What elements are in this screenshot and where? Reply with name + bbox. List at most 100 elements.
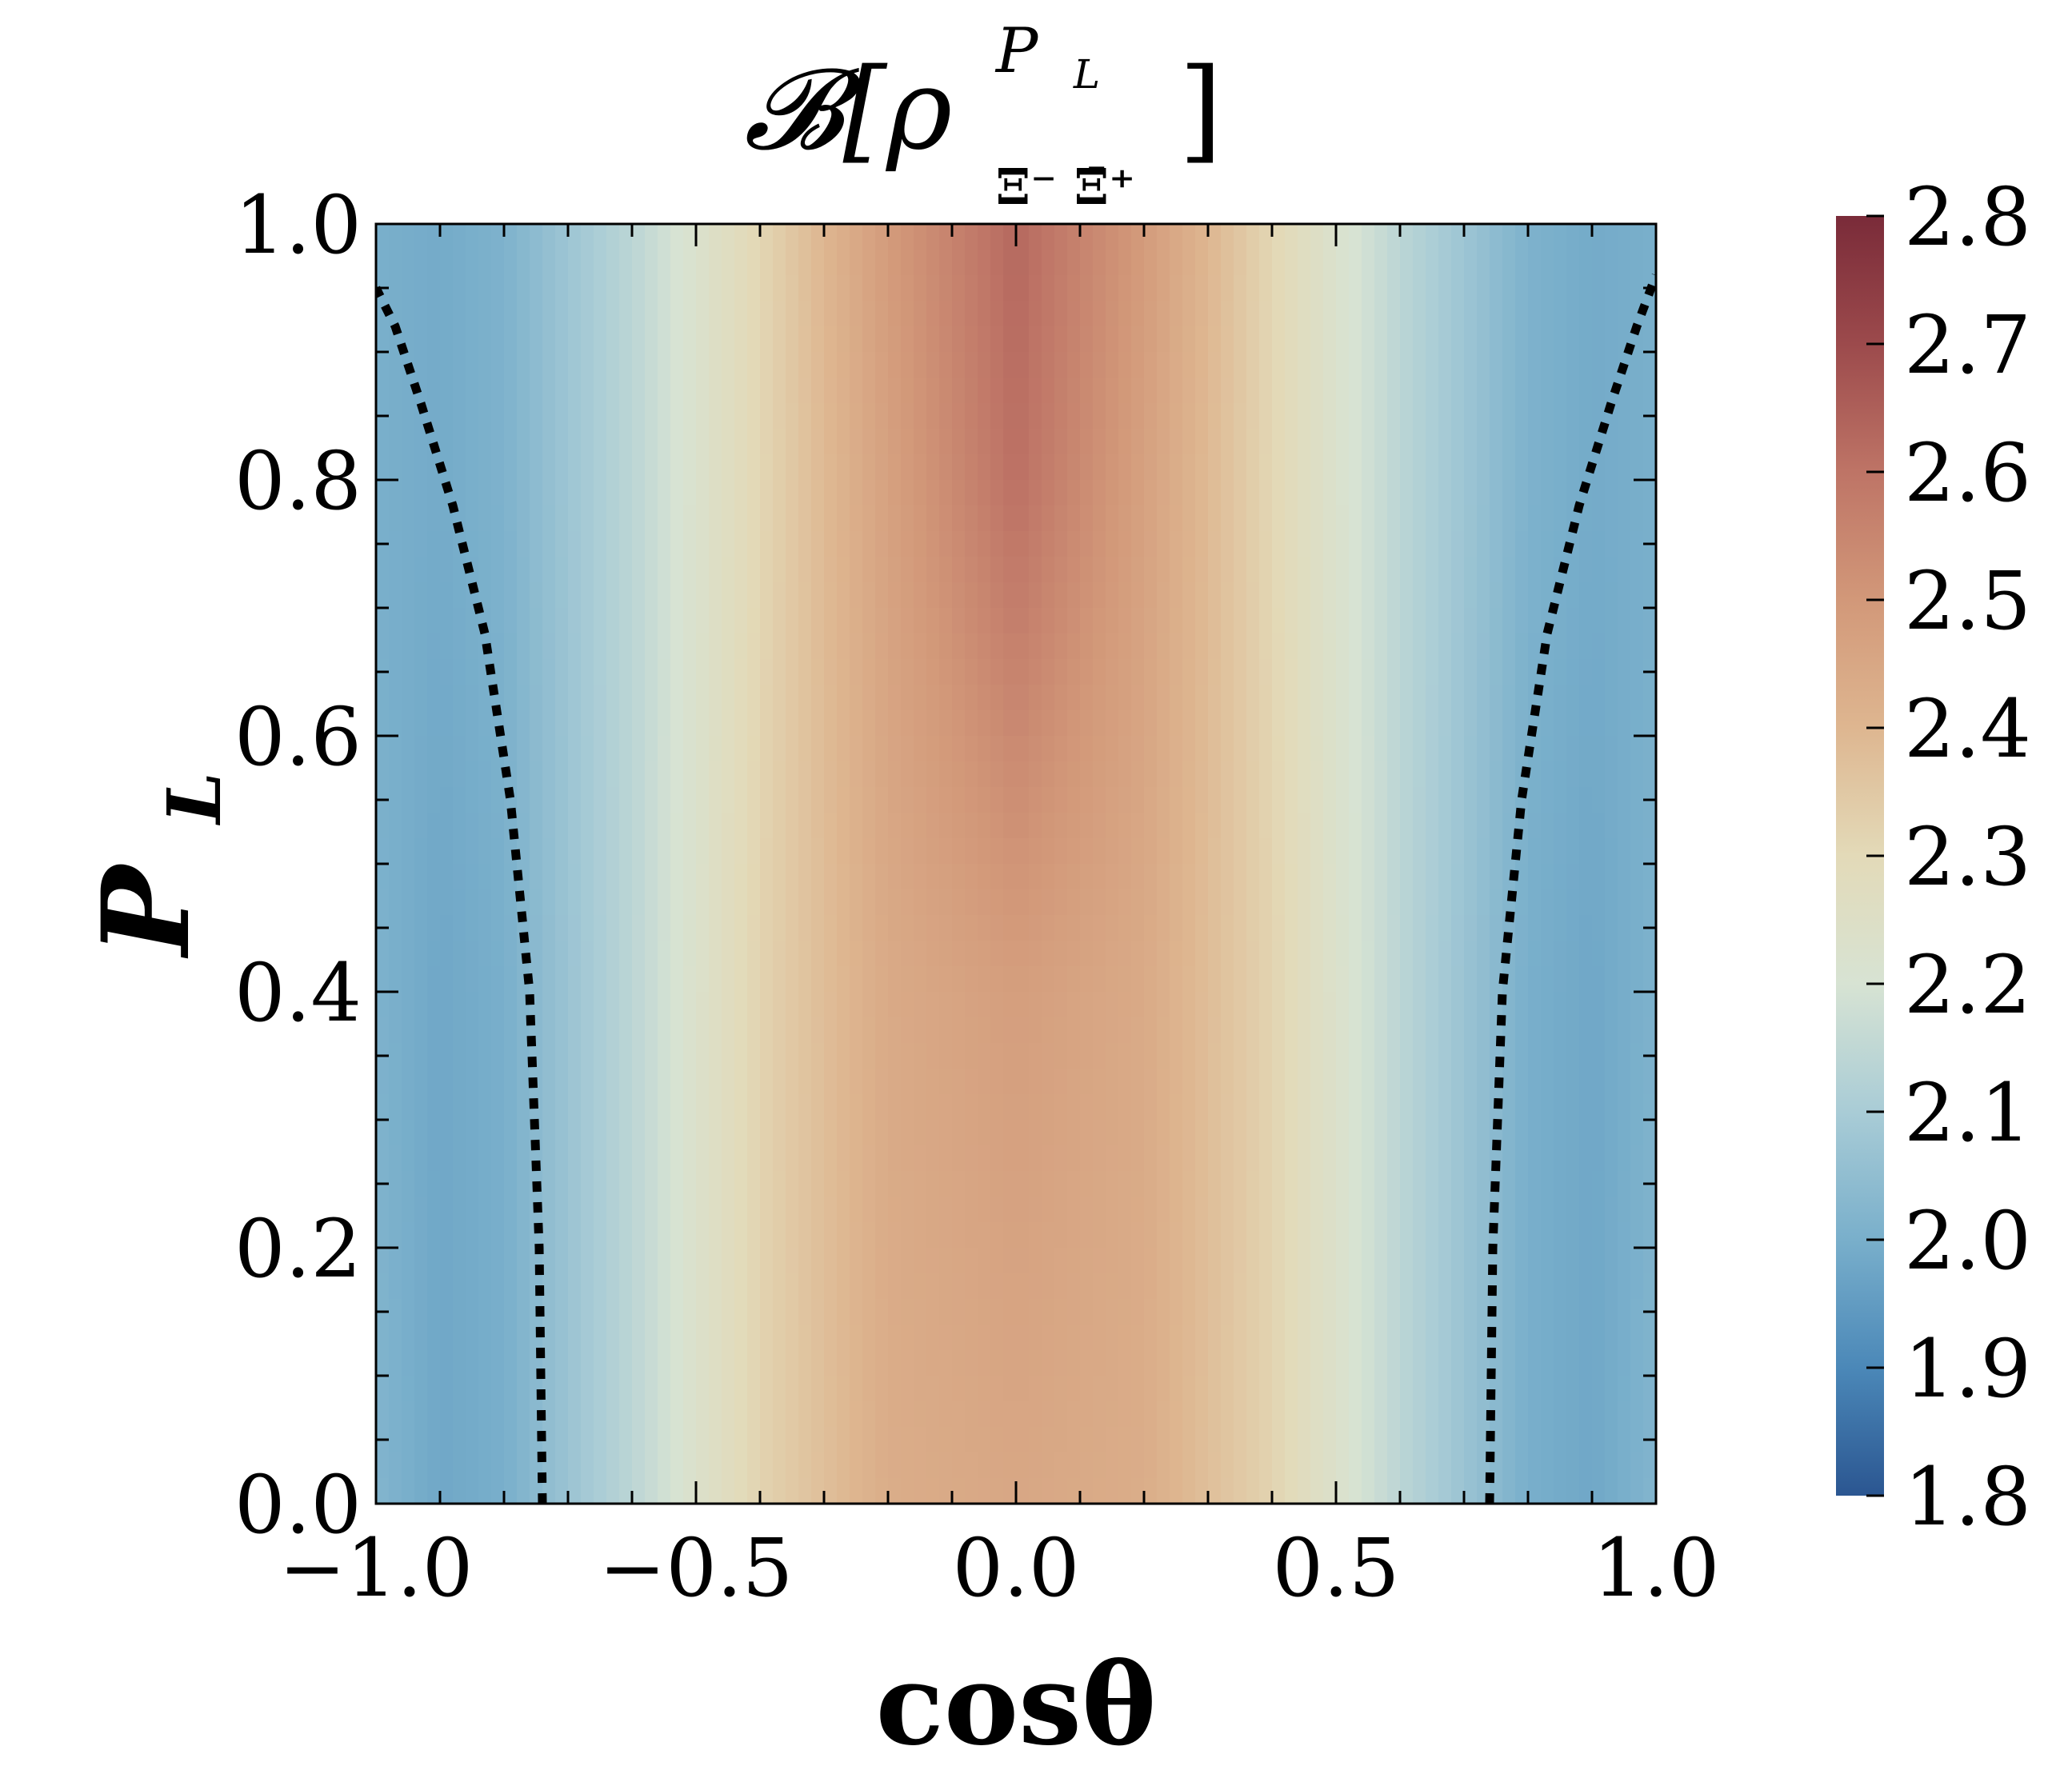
heatmap-cell [389,1452,402,1479]
heatmap-cell [978,864,991,890]
heatmap-cell [990,685,1004,711]
heatmap-cell [389,889,402,916]
heatmap-cell [914,403,927,430]
heatmap-cell [747,557,761,583]
heatmap-cell [670,557,684,583]
heatmap-cell [1554,1401,1567,1428]
heatmap-cell [978,685,991,711]
heatmap-cell [1566,301,1580,327]
heatmap-cell [466,608,479,634]
heatmap-cell [1080,710,1094,737]
heatmap-cell [1426,1171,1439,1197]
heatmap-cell [606,1069,620,1095]
heatmap-cell [1118,1248,1132,1274]
heatmap-cell [1374,1248,1388,1274]
heatmap-cell [1042,1171,1055,1197]
heatmap-cell [594,557,607,583]
heatmap-cell [1208,1069,1222,1095]
heatmap-cell [1413,1299,1426,1325]
heatmap-cell [1054,710,1068,737]
heatmap-cell [1413,710,1426,737]
heatmap-cell [440,685,454,711]
heatmap-cell [1323,1017,1337,1044]
heatmap-cell [542,889,556,916]
heatmap-cell [1310,480,1324,506]
heatmap-cell [1285,710,1298,737]
heatmap-cell [568,1171,582,1197]
heatmap-cell [606,787,620,813]
heatmap-cell [1170,941,1183,967]
heatmap-cell [862,864,876,890]
heatmap-cell [1400,250,1414,276]
heatmap-cell [1426,250,1439,276]
heatmap-cell [875,1017,889,1044]
heatmap-cell [875,1069,889,1095]
heatmap-cell [683,608,697,634]
heatmap-cell [1310,1248,1324,1274]
heatmap-cell [1157,1427,1170,1453]
heatmap-cell [440,275,454,302]
heatmap-cell [1515,1222,1529,1249]
heatmap-cell [402,1120,415,1146]
heatmap-cell [1413,813,1426,839]
heatmap-cell [478,992,492,1018]
heatmap-cell [414,1197,428,1223]
heatmap-cell [568,710,582,737]
heatmap-cell [722,1350,735,1376]
heatmap-cell [581,480,594,506]
heatmap-cell [1157,1017,1170,1044]
heatmap-cell [939,1120,953,1146]
heatmap-cell [632,1376,646,1402]
heatmap-cell [952,1171,966,1197]
heatmap-cell [990,326,1004,353]
heatmap-cell [1054,1427,1068,1453]
heatmap-cell [1003,378,1017,404]
heatmap-cell [632,429,646,455]
heatmap-cell [875,633,889,660]
heatmap-cell [1093,454,1106,481]
heatmap-cell [504,966,518,993]
heatmap-cell [1054,531,1068,557]
heatmap-cell [875,966,889,993]
heatmap-cell [1246,838,1260,865]
heatmap-cell [1067,1350,1081,1376]
heatmap-cell [1374,941,1388,967]
heatmap-cell [811,1299,825,1325]
heatmap-cell [1131,633,1145,660]
heatmap-cell [734,1427,748,1453]
heatmap-cell [581,1017,594,1044]
heatmap-cell [683,633,697,660]
heatmap-cell [594,1069,607,1095]
chart-title: 𝓑[ρ P L Ξ⁻ Ξ̄⁺ ] [744,0,1222,231]
heatmap-cell [696,685,710,711]
heatmap-cell [1067,966,1081,993]
heatmap-cell [1208,1273,1222,1300]
heatmap-cell [1374,301,1388,327]
heatmap-cell [619,224,633,250]
heatmap-cell [1259,864,1273,890]
heatmap-cell [491,1350,505,1376]
heatmap-cell [491,1017,505,1044]
heatmap-cell [632,454,646,481]
heatmap-cell [850,992,863,1018]
heatmap-cell [837,608,850,634]
heatmap-cell [1042,378,1055,404]
heatmap-cell [466,1248,479,1274]
heatmap-cell [1003,275,1017,302]
heatmap-cell [1170,1017,1183,1044]
heatmap-cell [453,1094,466,1121]
heatmap-cell [555,301,569,327]
heatmap-cell [1387,736,1401,762]
heatmap-cell [1387,710,1401,737]
heatmap-cell [453,582,466,609]
heatmap-cell [1592,889,1606,916]
heatmap-cell [901,301,914,327]
heatmap-cell [1054,1401,1068,1428]
heatmap-cell [926,403,940,430]
heatmap-cell [965,1171,978,1197]
heatmap-cell [1118,1043,1132,1069]
heatmap-cell [1272,1069,1286,1095]
heatmap-cell [1285,454,1298,481]
heatmap-cell [645,685,658,711]
heatmap-cell [581,1350,594,1376]
